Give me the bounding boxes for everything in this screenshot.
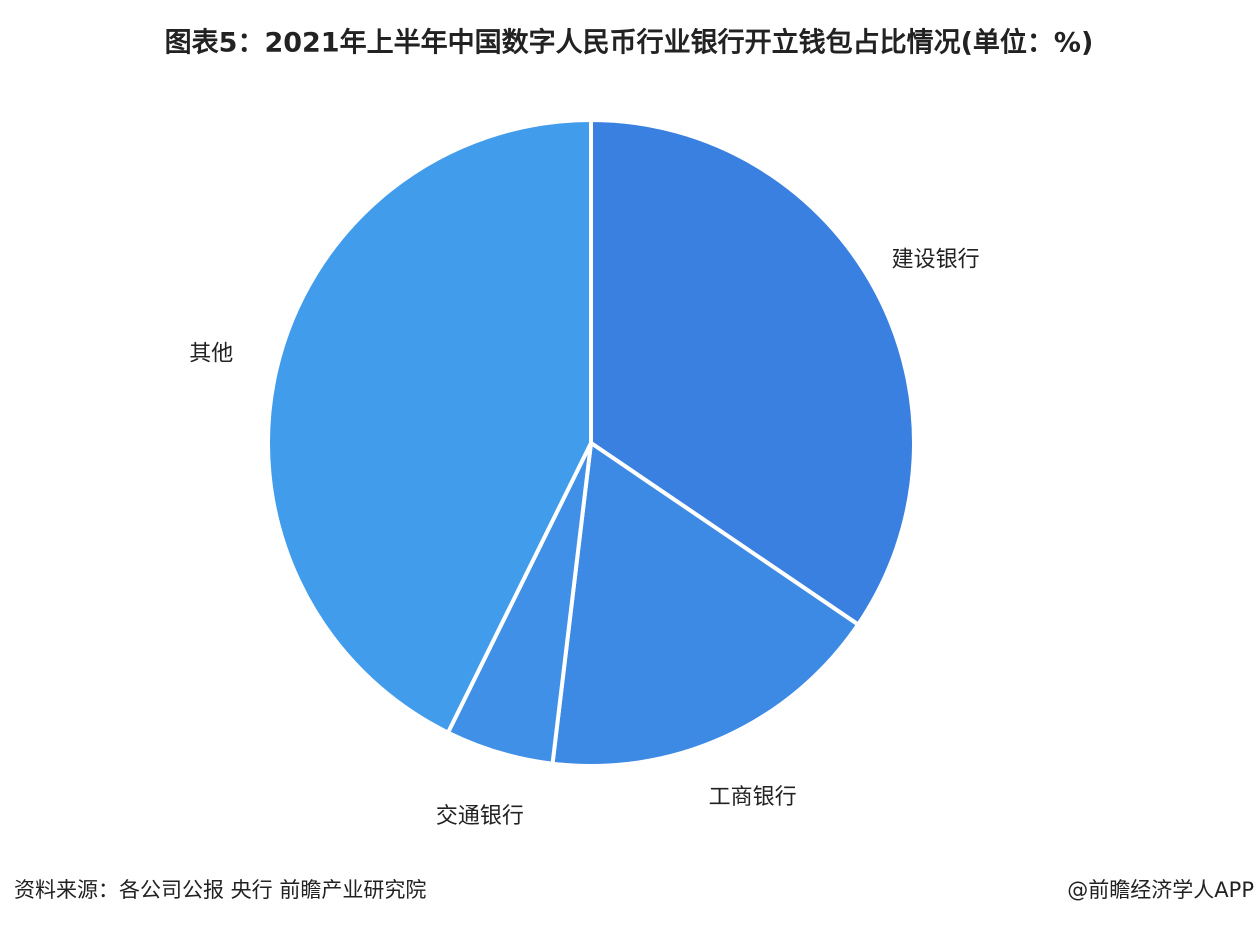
pie-slice	[589, 118, 916, 627]
slice-label: 建设银行	[892, 248, 980, 273]
pie-slice	[266, 118, 593, 735]
pie-slice	[550, 441, 861, 768]
slice-label: 交通银行	[436, 804, 524, 829]
source: 资料来源：各公司公报 央行 前瞻产业研究院	[14, 878, 426, 902]
slice-label: 其他	[189, 341, 233, 366]
credit: @前瞻经济学人APP	[1067, 878, 1254, 902]
chart-title: 图表5：2021年上半年中国数字人民币行业银行开立钱包占比情况(单位：%)	[165, 27, 1094, 59]
slice-label: 工商银行	[709, 785, 797, 810]
